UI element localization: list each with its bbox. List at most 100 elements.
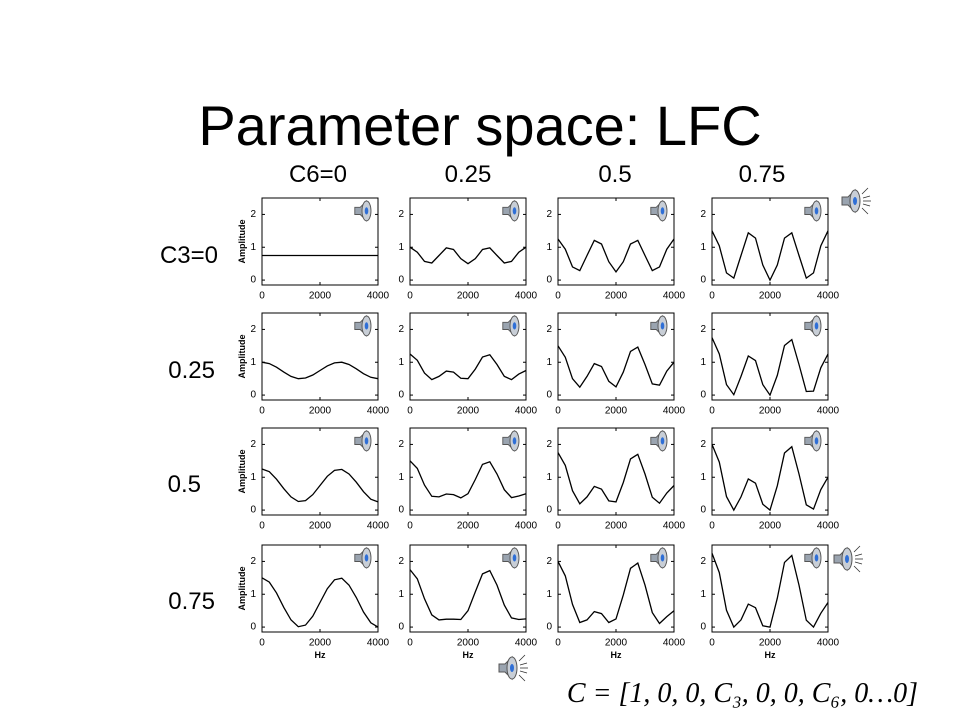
x-tick-label: 0 bbox=[709, 521, 715, 532]
sound-icon[interactable] bbox=[502, 314, 520, 337]
sound-icon[interactable] bbox=[650, 199, 668, 222]
sound-icon[interactable] bbox=[804, 429, 822, 452]
sound-wave bbox=[853, 565, 861, 573]
sound-icon[interactable] bbox=[502, 199, 520, 222]
sound-icon[interactable] bbox=[804, 314, 822, 337]
x-tick-label: 2000 bbox=[759, 406, 782, 417]
x-tick-label: 4000 bbox=[515, 521, 538, 532]
sound-icon[interactable] bbox=[354, 429, 372, 452]
y-tick-label: 1 bbox=[398, 242, 404, 253]
y-tick-label: 2 bbox=[398, 324, 404, 335]
y-tick-label: 2 bbox=[700, 209, 706, 220]
x-tick-label: 0 bbox=[555, 406, 561, 417]
speaker-center bbox=[512, 437, 517, 445]
x-tick-label: 4000 bbox=[367, 291, 390, 302]
sound-icon[interactable] bbox=[354, 199, 372, 222]
x-tick-label: 4000 bbox=[663, 638, 686, 649]
x-axis-label: Hz bbox=[765, 650, 776, 660]
slide-title: Parameter space: LFC bbox=[198, 94, 761, 157]
y-tick-label: 2 bbox=[546, 324, 552, 335]
speaker-center bbox=[510, 664, 514, 672]
y-tick-label: 2 bbox=[546, 209, 552, 220]
y-tick-label: 2 bbox=[398, 439, 404, 450]
speaker-center bbox=[814, 437, 819, 445]
x-tick-label: 0 bbox=[259, 291, 265, 302]
y-axis-label: Amplitude bbox=[237, 567, 247, 611]
sound-icon[interactable] bbox=[650, 314, 668, 337]
x-axis-label: Hz bbox=[611, 650, 622, 660]
y-tick-label: 0 bbox=[546, 275, 552, 286]
sound-icon[interactable] bbox=[804, 546, 822, 569]
row-label: 0.25 bbox=[168, 357, 215, 384]
sound-icon[interactable] bbox=[354, 314, 372, 337]
x-tick-label: 2000 bbox=[457, 638, 480, 649]
data-line bbox=[557, 561, 675, 625]
x-tick-label: 0 bbox=[407, 638, 413, 649]
x-tick-label: 2000 bbox=[457, 521, 480, 532]
column-label: 0.5 bbox=[598, 161, 631, 188]
sound-icon[interactable] bbox=[841, 187, 871, 215]
sound-icon[interactable] bbox=[804, 199, 822, 222]
y-tick-label: 1 bbox=[250, 472, 256, 483]
x-tick-label: 0 bbox=[555, 638, 561, 649]
sound-wave bbox=[861, 207, 869, 215]
y-tick-label: 0 bbox=[700, 390, 706, 401]
speaker-center bbox=[660, 554, 665, 562]
y-tick-label: 0 bbox=[398, 622, 404, 633]
y-tick-label: 1 bbox=[700, 472, 706, 483]
sound-icon[interactable] bbox=[502, 429, 520, 452]
data-line bbox=[711, 444, 829, 512]
x-tick-label: 2000 bbox=[309, 638, 332, 649]
x-tick-label: 4000 bbox=[663, 521, 686, 532]
y-tick-label: 1 bbox=[398, 357, 404, 368]
x-tick-label: 2000 bbox=[605, 638, 628, 649]
x-tick-label: 2000 bbox=[605, 406, 628, 417]
sound-icon[interactable] bbox=[502, 546, 520, 569]
speaker-center bbox=[512, 207, 517, 215]
data-line bbox=[409, 460, 527, 499]
data-line bbox=[711, 337, 829, 397]
sound-wave bbox=[861, 187, 869, 195]
sound-icon[interactable] bbox=[498, 654, 528, 682]
y-axis-label: Amplitude bbox=[237, 335, 247, 379]
speaker-center bbox=[814, 207, 819, 215]
x-tick-label: 4000 bbox=[367, 638, 390, 649]
y-tick-label: 1 bbox=[250, 357, 256, 368]
x-tick-label: 0 bbox=[407, 406, 413, 417]
data-line bbox=[261, 468, 379, 503]
speaker-center bbox=[512, 554, 517, 562]
sound-icon[interactable] bbox=[650, 429, 668, 452]
x-tick-label: 2000 bbox=[605, 291, 628, 302]
sound-icon[interactable] bbox=[833, 545, 863, 573]
x-tick-label: 0 bbox=[709, 406, 715, 417]
y-axis-label: Amplitude bbox=[237, 450, 247, 494]
sound-wave bbox=[854, 561, 863, 565]
formula: C = [1, 0, 0, C₃, 0, 0, C₆, 0…0] bbox=[567, 678, 918, 709]
speaker-center bbox=[364, 207, 369, 215]
x-axis-label: Hz bbox=[463, 650, 474, 660]
sound-icon[interactable] bbox=[650, 546, 668, 569]
x-tick-label: 4000 bbox=[367, 406, 390, 417]
y-tick-label: 0 bbox=[250, 390, 256, 401]
x-tick-label: 4000 bbox=[817, 291, 840, 302]
y-tick-label: 2 bbox=[546, 556, 552, 567]
x-tick-label: 2000 bbox=[759, 521, 782, 532]
y-axis-label: Amplitude bbox=[237, 220, 247, 264]
x-tick-label: 0 bbox=[259, 521, 265, 532]
y-tick-label: 2 bbox=[546, 439, 552, 450]
sound-wave bbox=[518, 674, 526, 682]
y-tick-label: 2 bbox=[398, 209, 404, 220]
y-tick-label: 0 bbox=[250, 275, 256, 286]
y-tick-label: 0 bbox=[250, 505, 256, 516]
speaker-center bbox=[853, 197, 857, 205]
y-tick-label: 2 bbox=[250, 556, 256, 567]
data-line bbox=[409, 353, 527, 381]
y-tick-label: 0 bbox=[398, 505, 404, 516]
y-tick-label: 0 bbox=[700, 622, 706, 633]
y-tick-label: 1 bbox=[398, 589, 404, 600]
y-tick-label: 1 bbox=[250, 589, 256, 600]
data-line bbox=[711, 230, 829, 282]
data-line bbox=[409, 246, 527, 265]
sound-icon[interactable] bbox=[354, 546, 372, 569]
